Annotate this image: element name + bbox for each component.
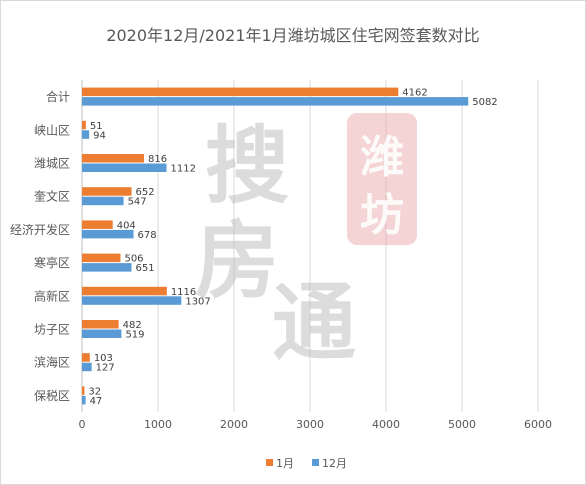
category-label: 峡山区 bbox=[34, 123, 70, 137]
grid-lines bbox=[157, 80, 539, 412]
category-label: 保税区 bbox=[34, 389, 70, 403]
bar bbox=[82, 229, 134, 239]
legend-swatch bbox=[266, 459, 273, 466]
seal-char: 潍 bbox=[360, 132, 404, 183]
bar bbox=[82, 97, 469, 106]
category-label: 奎文区 bbox=[34, 189, 70, 204]
category-label: 高新区 bbox=[34, 288, 70, 303]
data-label: 1116 bbox=[171, 287, 196, 298]
data-label: 482 bbox=[123, 320, 142, 331]
data-label: 1112 bbox=[171, 164, 196, 175]
x-tick-labels: 0 1000 2000 3000 4000 5000 6000 bbox=[79, 418, 553, 431]
data-label: 547 bbox=[128, 197, 147, 208]
bar bbox=[82, 187, 132, 196]
bar bbox=[82, 263, 132, 272]
x-tick-label: 5000 bbox=[448, 418, 476, 431]
x-tick-label: 2000 bbox=[220, 418, 248, 431]
bar-series bbox=[82, 87, 469, 405]
bar bbox=[82, 130, 90, 139]
category-label: 寒亭区 bbox=[34, 255, 70, 270]
data-label: 47 bbox=[90, 396, 103, 407]
bar bbox=[82, 220, 113, 229]
seal-stamp bbox=[347, 113, 417, 245]
bar bbox=[82, 320, 119, 329]
legend-swatch bbox=[312, 459, 319, 466]
bar bbox=[82, 253, 121, 263]
bar bbox=[82, 395, 86, 405]
bar bbox=[82, 286, 167, 296]
watermark: 搜 房 通 潍 坊 bbox=[195, 113, 417, 372]
data-label: 4162 bbox=[402, 88, 427, 99]
bar bbox=[82, 120, 86, 130]
bar bbox=[82, 87, 399, 97]
data-label: 5082 bbox=[472, 97, 497, 108]
bar bbox=[82, 362, 92, 372]
data-label: 32 bbox=[88, 386, 101, 397]
bar bbox=[82, 163, 167, 172]
bar bbox=[82, 329, 122, 338]
category-label: 经济开发区 bbox=[10, 222, 70, 237]
data-label: 103 bbox=[94, 353, 113, 364]
seal-char: 坊 bbox=[360, 190, 404, 241]
category-label: 滨海区 bbox=[34, 355, 70, 370]
chart-title: 2020年12月/2021年1月潍坊城区住宅网签套数对比 bbox=[106, 26, 479, 45]
category-label: 坊子区 bbox=[34, 322, 70, 337]
legend: 1月 12月 bbox=[266, 457, 347, 470]
watermark-char: 搜 bbox=[205, 116, 289, 215]
category-label: 合计 bbox=[46, 89, 70, 104]
data-label: 816 bbox=[148, 154, 167, 165]
bar bbox=[82, 353, 90, 362]
legend-entry: 12月 bbox=[322, 457, 347, 470]
data-label: 404 bbox=[117, 220, 136, 231]
x-tick-label: 6000 bbox=[524, 418, 552, 431]
data-label: 519 bbox=[125, 330, 144, 341]
legend-entry: 1月 bbox=[276, 457, 294, 470]
data-label: 127 bbox=[96, 363, 115, 374]
data-label: 1307 bbox=[185, 296, 210, 307]
data-label: 94 bbox=[93, 130, 106, 141]
watermark-char: 通 bbox=[272, 273, 356, 372]
x-tick-label: 0 bbox=[79, 418, 86, 431]
category-label: 潍城区 bbox=[34, 157, 70, 171]
bar bbox=[82, 386, 85, 395]
x-tick-label: 1000 bbox=[144, 418, 172, 431]
data-label: 506 bbox=[124, 254, 143, 265]
data-label: 652 bbox=[136, 187, 155, 198]
watermark-char: 房 bbox=[195, 211, 279, 310]
bar bbox=[82, 196, 124, 206]
data-label: 51 bbox=[90, 121, 103, 132]
bar bbox=[82, 296, 182, 305]
data-label: 651 bbox=[135, 263, 154, 274]
data-label: 678 bbox=[138, 230, 157, 241]
x-tick-label: 3000 bbox=[296, 418, 324, 431]
bar bbox=[82, 154, 145, 163]
x-tick-label: 4000 bbox=[372, 418, 400, 431]
